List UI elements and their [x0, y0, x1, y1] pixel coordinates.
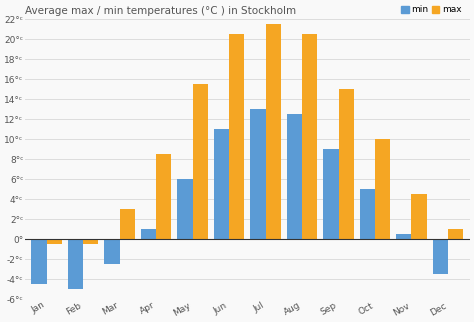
Bar — [302, 34, 318, 239]
Bar — [192, 84, 208, 239]
Bar — [375, 139, 390, 239]
Bar — [338, 90, 354, 239]
Bar — [104, 239, 119, 264]
Bar — [47, 239, 62, 244]
Bar — [360, 189, 375, 239]
Legend: min, max: min, max — [398, 2, 465, 18]
Bar — [68, 239, 83, 289]
Bar — [287, 114, 302, 239]
Bar — [323, 149, 338, 239]
Bar — [141, 229, 156, 239]
Bar — [214, 129, 229, 239]
Bar — [229, 34, 245, 239]
Bar — [396, 234, 411, 239]
Bar — [156, 155, 172, 239]
Bar — [119, 209, 135, 239]
Bar — [83, 239, 99, 244]
Bar — [177, 179, 192, 239]
Bar — [265, 24, 281, 239]
Text: Average max / min temperatures (°C ) in Stockholm: Average max / min temperatures (°C ) in … — [25, 6, 296, 16]
Bar — [250, 109, 265, 239]
Bar — [448, 229, 463, 239]
Bar — [433, 239, 448, 274]
Bar — [31, 239, 47, 284]
Bar — [411, 194, 427, 239]
